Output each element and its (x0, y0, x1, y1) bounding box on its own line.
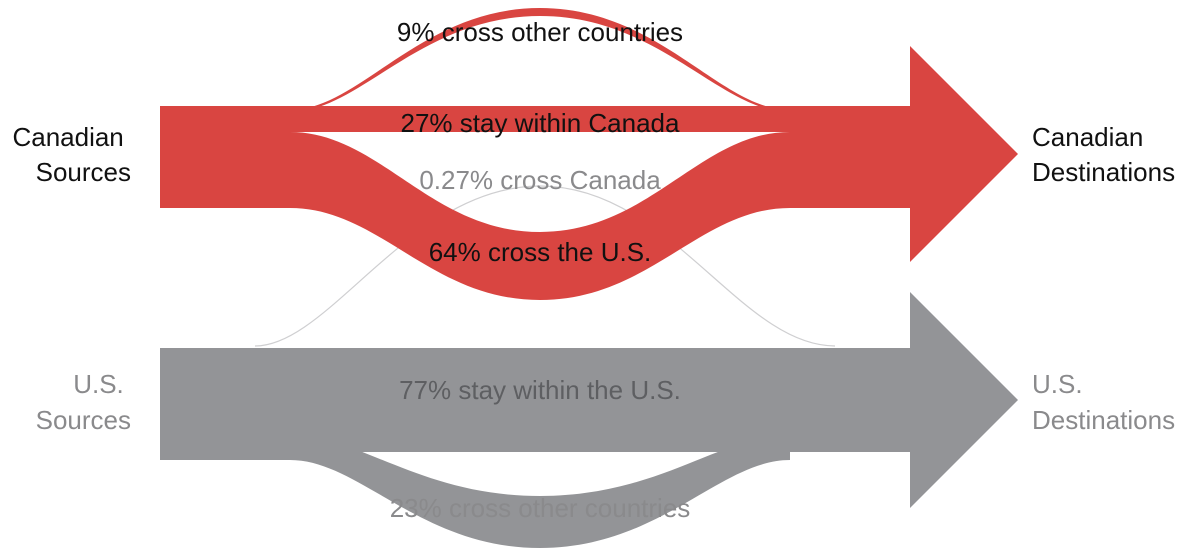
destination-label-canada-line1: Canadian (1032, 122, 1143, 152)
destination-label-canada: Canadian Destinations (1032, 122, 1175, 187)
flow-label-us-other: 23% cross other countries (390, 493, 691, 523)
flow-label-us-stay: 77% stay within the U.S. (399, 375, 681, 405)
source-label-us-line1: U.S. (73, 369, 124, 399)
flow-ca-stay-band (160, 46, 1018, 262)
flow-label-ca-stay: 27% stay within Canada (401, 108, 680, 138)
source-label-canada: Canadian Sources (12, 122, 131, 187)
flow-label-ca-other: 9% cross other countries (397, 17, 683, 47)
flow-label-ca-us: 64% cross the U.S. (429, 237, 652, 267)
destination-label-canada-line2: Destinations (1032, 157, 1175, 187)
destination-label-us-line1: U.S. (1032, 369, 1083, 399)
source-label-canada-line1: Canadian (12, 122, 123, 152)
flow-us-stay-band (160, 292, 1018, 508)
source-label-canada-line2: Sources (36, 157, 131, 187)
destination-label-us: U.S. Destinations (1032, 369, 1175, 435)
flow-us-ca-line (254, 185, 836, 347)
flow-ca-other-band (160, 8, 790, 112)
flow-label-us-ca: 0.27% cross Canada (419, 165, 661, 195)
destination-label-us-line2: Destinations (1032, 405, 1175, 435)
source-label-us: U.S. Sources (36, 369, 131, 435)
flow-us-other-band (160, 435, 790, 548)
source-label-us-line2: Sources (36, 405, 131, 435)
flow-ca-us-band (160, 132, 790, 300)
